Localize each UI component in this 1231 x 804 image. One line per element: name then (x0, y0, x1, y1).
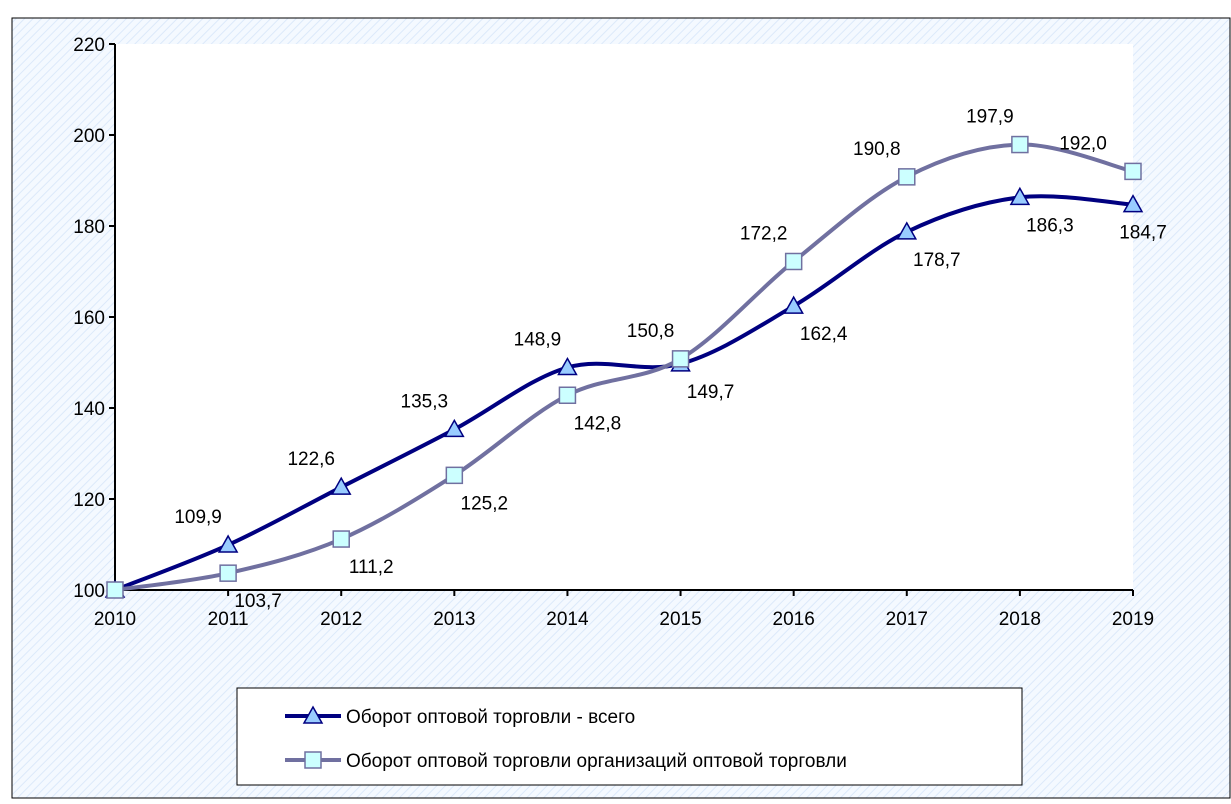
data-label: 109,9 (174, 507, 222, 528)
x-tick-label: 2010 (94, 609, 136, 630)
data-label: 172,2 (740, 223, 788, 244)
legend-label: Оборот оптовой торговли - всего (346, 707, 635, 728)
x-tick-label: 2015 (659, 609, 701, 630)
data-label: 192,0 (1059, 133, 1107, 154)
marker (332, 530, 350, 548)
marker (304, 751, 322, 769)
data-label: 111,2 (349, 557, 394, 578)
data-label: 135,3 (401, 391, 449, 412)
marker (1122, 194, 1144, 213)
marker (444, 418, 465, 438)
marker (784, 252, 803, 271)
marker (783, 295, 804, 314)
x-tick-label: 2014 (546, 609, 589, 630)
x-tick-label: 2017 (886, 609, 928, 630)
marker (1124, 162, 1142, 181)
data-label: 142,8 (574, 413, 622, 434)
x-tick-label: 2012 (320, 609, 362, 630)
plot-area (115, 44, 1133, 590)
data-label: 103,7 (234, 591, 282, 612)
y-tick-label: 200 (73, 126, 105, 147)
data-label: 186,3 (1026, 215, 1074, 236)
x-tick-label: 2016 (773, 609, 815, 630)
data-label: 197,9 (966, 107, 1014, 128)
marker (898, 168, 916, 186)
data-label: 125,2 (461, 493, 509, 514)
x-tick-label: 2019 (1112, 609, 1154, 630)
data-label: 122,6 (287, 449, 335, 470)
marker (219, 564, 237, 582)
marker (671, 350, 690, 368)
marker (106, 581, 124, 599)
marker (1009, 186, 1031, 206)
y-tick-label: 100 (73, 581, 105, 602)
data-label: 149,7 (687, 382, 735, 403)
series-line (114, 194, 1134, 592)
x-tick-label: 2013 (433, 609, 475, 630)
legend-label: Оборот оптовой торговли организаций опто… (346, 751, 847, 772)
y-tick-label: 120 (73, 490, 105, 511)
marker (330, 476, 352, 495)
y-tick-label: 220 (73, 35, 105, 56)
x-tick-label: 2011 (208, 609, 249, 630)
data-label: 162,4 (800, 324, 848, 345)
series-line (114, 142, 1134, 592)
data-label: 190,8 (853, 139, 901, 160)
y-tick-label: 140 (73, 399, 105, 420)
data-label: 148,9 (514, 330, 562, 351)
y-tick-label: 180 (73, 217, 105, 238)
x-tick-label: 2018 (999, 609, 1041, 630)
legend (236, 687, 1023, 786)
marker (557, 356, 578, 376)
marker (217, 534, 239, 553)
marker (558, 386, 577, 405)
marker (302, 705, 324, 724)
data-label: 178,7 (913, 250, 961, 271)
marker (1011, 135, 1029, 154)
data-label: 184,7 (1119, 223, 1167, 244)
marker (445, 466, 464, 485)
marker (896, 221, 918, 240)
y-tick-label: 160 (73, 308, 105, 329)
data-label: 150,8 (627, 321, 675, 342)
